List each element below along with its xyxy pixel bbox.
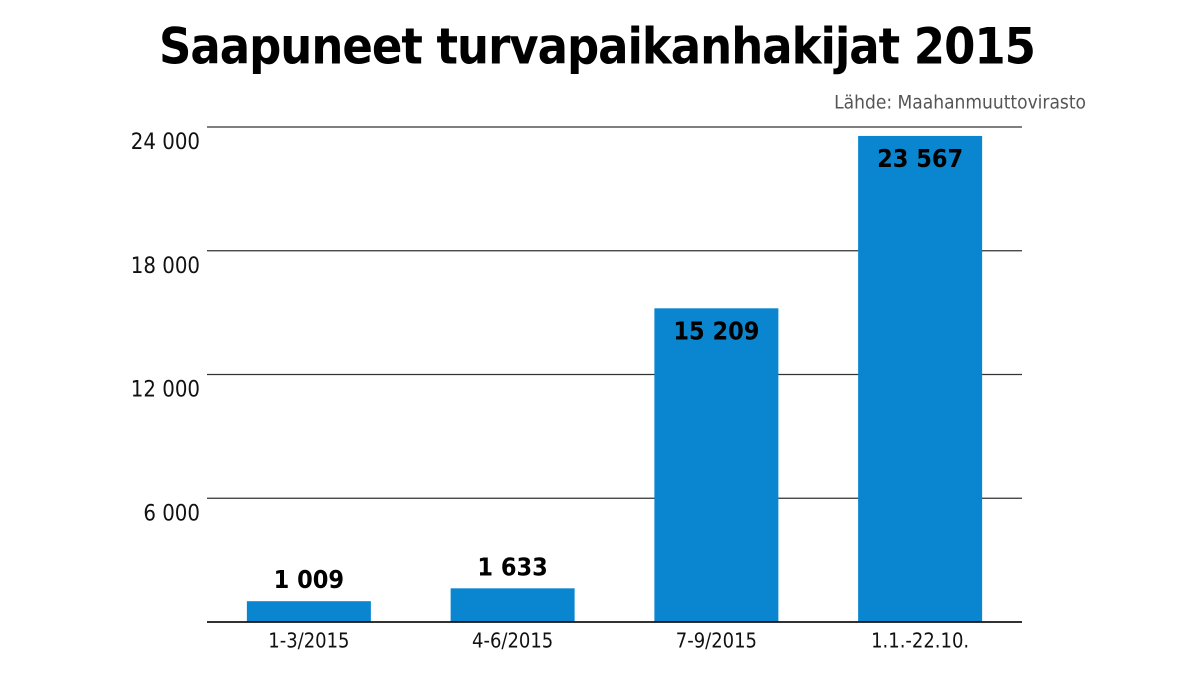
- bar: [654, 308, 779, 622]
- x-tick-label: 7-9/2015: [676, 629, 757, 653]
- value-label: 1 633: [477, 552, 547, 581]
- y-tick-label: 18 000: [131, 254, 200, 279]
- value-label: 23 567: [877, 144, 963, 173]
- bar: [246, 601, 371, 622]
- y-tick-label: 24 000: [131, 130, 200, 155]
- x-tick-label: 4-6/2015: [472, 629, 553, 653]
- y-tick-label: 12 000: [131, 378, 200, 403]
- value-label: 1 009: [274, 565, 344, 594]
- bar: [858, 135, 983, 623]
- bar: [450, 588, 575, 622]
- source: Lähde: Maahanmuuttovirasto: [834, 92, 1086, 114]
- y-tick-label: 6 000: [143, 501, 200, 526]
- value-label: 15 209: [673, 316, 759, 345]
- x-tick-label: 1-3/2015: [268, 629, 349, 653]
- x-tick-label: 1.1.-22.10.: [871, 629, 969, 653]
- chart-title: Saapuneet turvapaikanhakijat 2015: [159, 18, 1035, 76]
